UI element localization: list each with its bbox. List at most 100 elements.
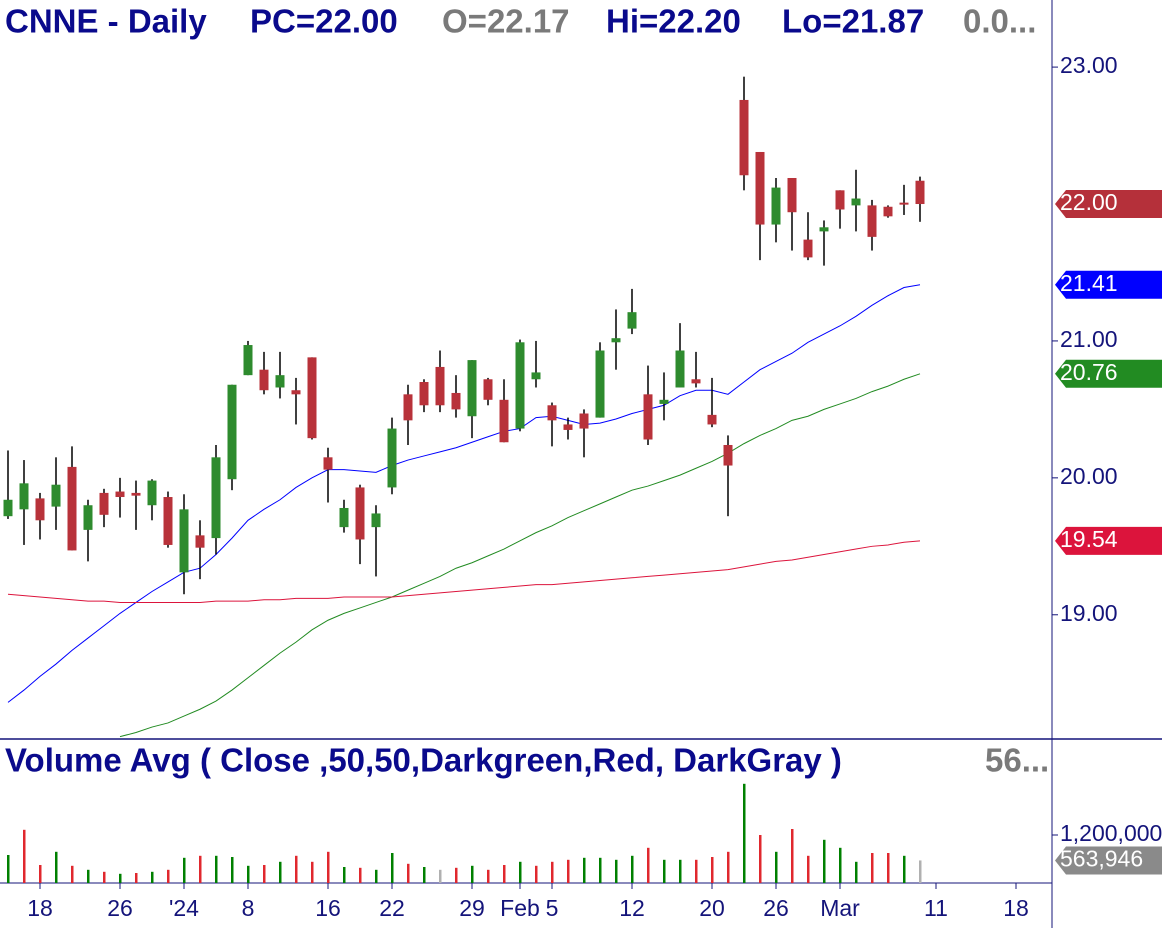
volume-bar — [871, 853, 874, 883]
x-tick-label: 18 — [1003, 895, 1029, 921]
candle-body — [787, 177, 797, 213]
volume-bar — [919, 860, 922, 883]
candle-body — [563, 424, 573, 430]
volume-bar — [167, 869, 170, 883]
volume-bar — [247, 865, 250, 883]
volume-bar — [39, 865, 42, 883]
candle-body — [67, 466, 77, 551]
candle-body — [195, 535, 205, 548]
candle-body — [867, 205, 877, 237]
x-tick-label: Mar — [820, 895, 860, 921]
x-tick-label: 5 — [546, 895, 559, 921]
candle-body — [723, 444, 733, 466]
candle-body — [643, 394, 653, 440]
overlay-value-box — [1055, 359, 1162, 388]
volume-bar — [87, 869, 90, 883]
candle-body — [275, 375, 285, 388]
prev-close: PC=22.00 — [250, 3, 398, 40]
volume-bar — [311, 861, 314, 883]
x-tick-label: 8 — [242, 895, 255, 921]
x-tick-label: 22 — [379, 895, 405, 921]
candle-body — [451, 392, 461, 410]
candle-body — [499, 399, 509, 443]
candle-body — [323, 457, 333, 470]
volume-bar — [599, 857, 602, 883]
candle-body — [115, 491, 125, 498]
moving-average — [7, 284, 921, 703]
volume-bar — [7, 855, 10, 883]
volume-bar — [775, 851, 778, 883]
candle-body — [387, 428, 397, 488]
volume-bar — [903, 855, 906, 883]
volume-bar — [583, 857, 586, 883]
candle-body — [179, 509, 189, 573]
volume-bar — [119, 873, 122, 883]
candle-body — [819, 227, 829, 232]
volume-bar — [695, 859, 698, 883]
volume-bar — [615, 859, 618, 883]
candle-body — [227, 384, 237, 480]
candle-body — [259, 369, 269, 391]
x-tick-label: 26 — [763, 895, 789, 921]
y-tick-label: 19.00 — [1060, 600, 1118, 626]
candle-body — [915, 180, 925, 205]
candle-body — [211, 457, 221, 539]
volume-bar — [551, 861, 554, 883]
candle-body — [739, 99, 749, 176]
candle-body — [307, 357, 317, 439]
volume-bar — [23, 829, 26, 883]
volume-bar — [71, 865, 74, 883]
volume-bar — [455, 867, 458, 883]
volume-bar — [679, 859, 682, 883]
volume-bar — [519, 861, 522, 883]
high-value: Hi=22.20 — [606, 3, 741, 40]
x-tick-label: 26 — [107, 895, 133, 921]
volume-y-tick-label: 1,200,000 — [1060, 820, 1162, 846]
volume-title: Volume Avg ( Close ,50,50,Darkgreen,Red,… — [5, 742, 842, 779]
volume-bar — [855, 861, 858, 883]
volume-bar — [343, 867, 346, 883]
candle-body — [51, 484, 61, 507]
volume-bar — [759, 835, 762, 883]
volume-bar — [807, 855, 810, 883]
candle-body — [83, 505, 93, 530]
volume-bar — [711, 857, 714, 883]
x-tick-label: 20 — [699, 895, 725, 921]
volume-bar — [887, 853, 890, 883]
volume-bar — [423, 867, 426, 883]
candle-body — [851, 198, 861, 206]
x-tick-label: 11 — [924, 895, 948, 921]
volume-bar — [567, 859, 570, 883]
volume-bar — [839, 847, 842, 883]
volume-bar — [743, 783, 746, 883]
y-tick-label: 20.00 — [1060, 463, 1118, 489]
volume-bar — [359, 867, 362, 883]
change-value: 0.0... — [963, 3, 1036, 40]
volume-bar — [199, 855, 202, 883]
volume-bar — [471, 865, 474, 883]
candle-body — [243, 345, 253, 376]
symbol-title: CNNE - Daily — [5, 3, 207, 40]
candle-body — [547, 405, 557, 421]
plot-layer: 19.00 20.00 21.00 23.00 1,200,000 18 26 '24 8 16 2… — [3, 52, 1162, 921]
moving-average — [7, 540, 921, 603]
overlay-value-label: 19.54 — [1060, 526, 1118, 552]
overlay-value-label: 20.76 — [1060, 359, 1118, 385]
volume-bar — [663, 859, 666, 883]
volume-bar — [215, 855, 218, 883]
candle-body — [355, 487, 365, 540]
volume-bar — [823, 839, 826, 883]
candle-body — [515, 342, 525, 429]
volume-bar — [55, 851, 58, 883]
candle-body — [755, 151, 765, 225]
volume-bar — [103, 871, 106, 883]
volume-bar — [791, 829, 794, 883]
candle-body — [131, 492, 141, 496]
candle-body — [531, 372, 541, 380]
overlay-value-box — [1055, 526, 1162, 555]
candle-body — [419, 382, 429, 406]
candle-body — [163, 497, 173, 545]
volume-title-value: 56... — [985, 742, 1049, 779]
